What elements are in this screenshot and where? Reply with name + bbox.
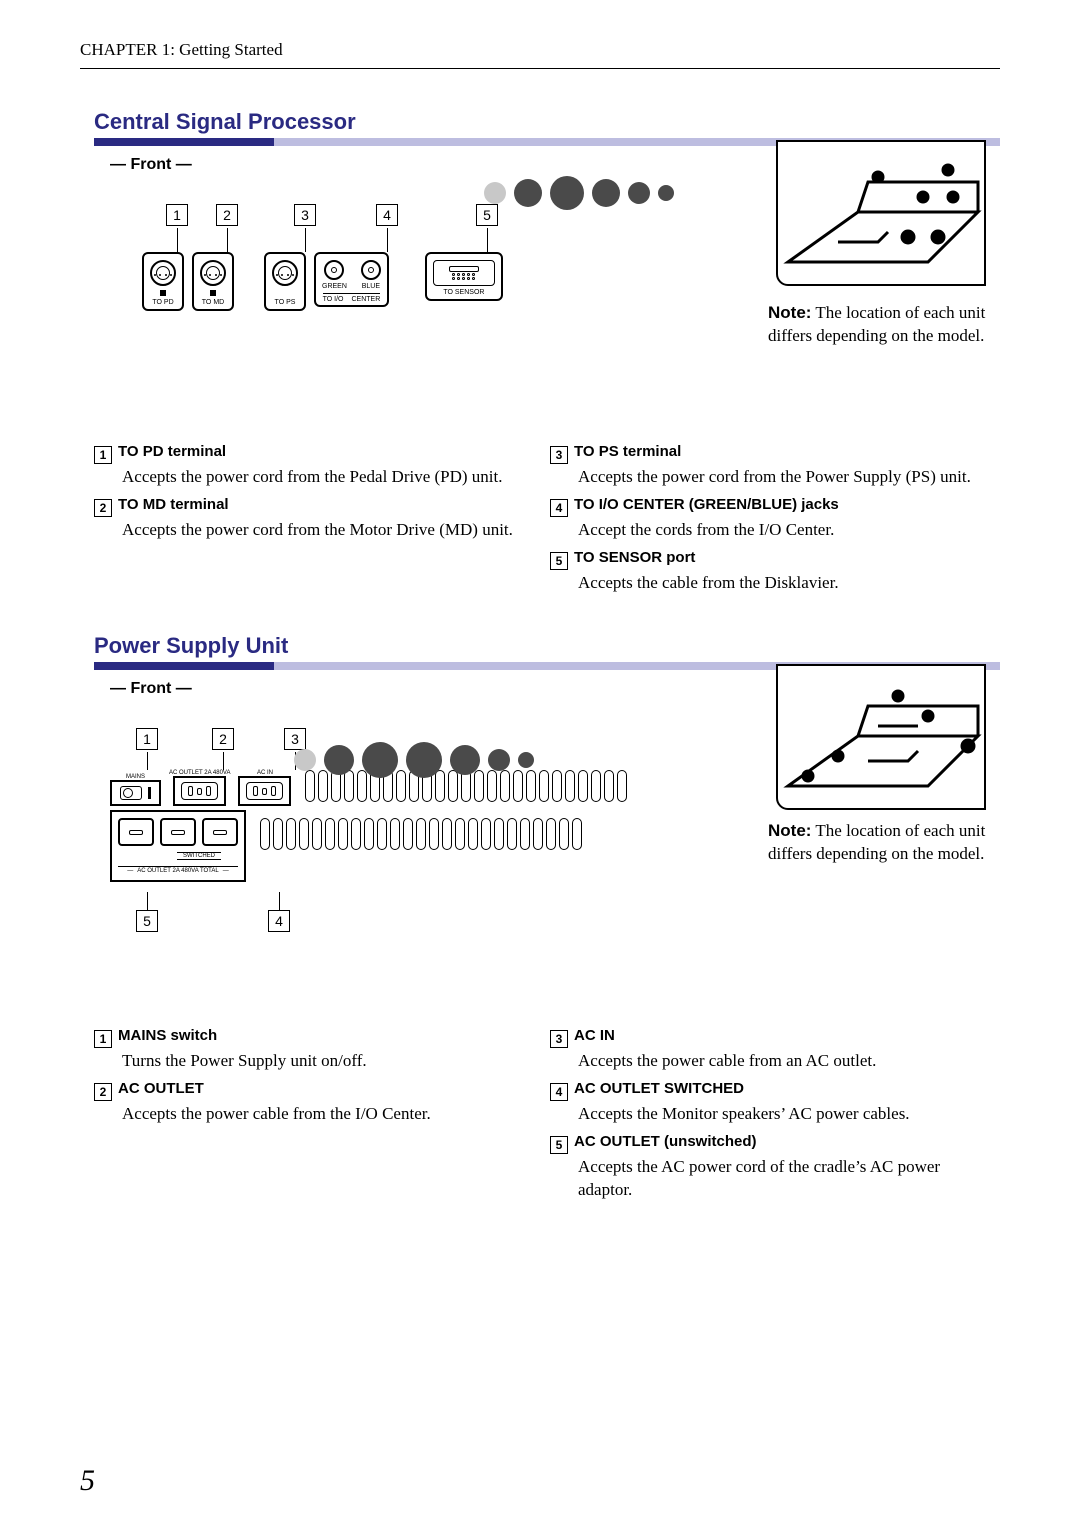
def-psu-1: 1MAINS switch Turns the Power Supply uni…	[94, 1026, 530, 1073]
callout-2: 2	[216, 204, 238, 226]
running-head: CHAPTER 1: Getting Started	[80, 40, 1000, 69]
callout-psu-4: 4	[268, 910, 290, 932]
callout-1: 1	[166, 204, 188, 226]
def-psu-5: 5AC OUTLET (unswitched) Accepts the AC p…	[550, 1132, 986, 1202]
def-csp-2: 2TO MD terminal Accepts the power cord f…	[94, 495, 530, 542]
outlet-switched-1	[160, 818, 196, 846]
def-psu-4: 4AC OUTLET SWITCHED Accepts the Monitor …	[550, 1079, 986, 1126]
callout-3: 3	[294, 204, 316, 226]
port-io: GREEN BLUE TO I/OCENTER	[314, 252, 389, 307]
callout-psu-1: 1	[136, 728, 158, 750]
csp-diagram: — Front — Note: The location of each uni…	[94, 146, 986, 426]
psu-defs: 1MAINS switch Turns the Power Supply uni…	[94, 1020, 986, 1206]
deco-dots-csp	[484, 176, 674, 210]
inset-art-psu	[776, 664, 986, 810]
def-psu-3: 3AC IN Accepts the power cable from an A…	[550, 1026, 986, 1073]
deco-dots-psu	[294, 742, 534, 778]
note-bold-psu: Note:	[768, 821, 811, 840]
section-title-csp: Central Signal Processor	[94, 109, 1000, 135]
outlet-switched-2	[202, 818, 238, 846]
callout-4: 4	[376, 204, 398, 226]
def-psu-2: 2AC OUTLET Accepts the power cable from …	[94, 1079, 530, 1126]
port-pd: TO PD	[142, 252, 184, 311]
inset-art-csp	[776, 140, 986, 286]
note-bold: Note:	[768, 303, 811, 322]
section-title-psu: Power Supply Unit	[94, 633, 1000, 659]
psu-vents-2	[260, 818, 582, 850]
port-ps: TO PS	[264, 252, 306, 311]
def-csp-4: 4TO I/O CENTER (GREEN/BLUE) jacks Accept…	[550, 495, 986, 542]
note-psu: Note: The location of each unit differs …	[768, 820, 986, 866]
port-md: TO MD	[192, 252, 234, 311]
page-number: 5	[80, 1464, 95, 1498]
callout-psu-5: 5	[136, 910, 158, 932]
psu-diagram: — Front — Note: The location of each uni	[94, 670, 986, 1010]
psu-panel-bottom: SWITCHED —AC OUTLET 2A 480VA TOTAL—	[110, 810, 246, 882]
port-sensor: TO SENSOR	[425, 252, 503, 301]
def-csp-1: 1TO PD terminal Accepts the power cord f…	[94, 442, 530, 489]
outlet-unswitched	[118, 818, 154, 846]
callout-psu-2: 2	[212, 728, 234, 750]
def-csp-3: 3TO PS terminal Accepts the power cord f…	[550, 442, 986, 489]
csp-defs: 1TO PD terminal Accepts the power cord f…	[94, 436, 986, 599]
def-csp-5: 5TO SENSOR port Accepts the cable from t…	[550, 548, 986, 595]
note-csp: Note: The location of each unit differs …	[768, 302, 986, 348]
psu-callouts-bottom: 5 4	[122, 890, 986, 932]
